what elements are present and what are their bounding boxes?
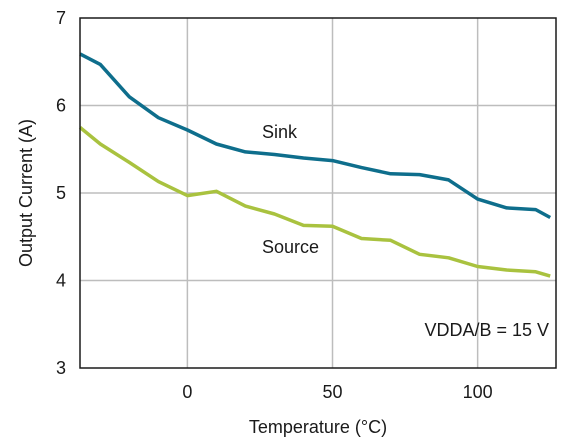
series-line-source [78, 126, 551, 278]
series-label-source: Source [262, 237, 319, 257]
x-tick-label: 100 [463, 382, 493, 402]
series-label-sink: Sink [262, 122, 298, 142]
series-layer [78, 52, 552, 278]
y-tick-label: 6 [56, 96, 66, 116]
plot-frame [79, 17, 557, 369]
y-tick-label: 3 [56, 358, 66, 378]
x-axis-title: Temperature (°C) [249, 417, 387, 437]
series-line-sink [79, 52, 552, 220]
x-tick-label: 0 [182, 382, 192, 402]
tick-labels: 0 50 100 3 4 5 6 7 [56, 8, 493, 402]
y-tick-label: 5 [56, 183, 66, 203]
y-axis-title: Output Current (A) [16, 119, 36, 267]
y-tick-label: 4 [56, 271, 66, 291]
y-tick-label: 7 [56, 8, 66, 28]
condition-annotation: VDDA/B = 15 V [424, 320, 549, 340]
gridlines [80, 18, 556, 368]
x-tick-label: 50 [322, 382, 342, 402]
